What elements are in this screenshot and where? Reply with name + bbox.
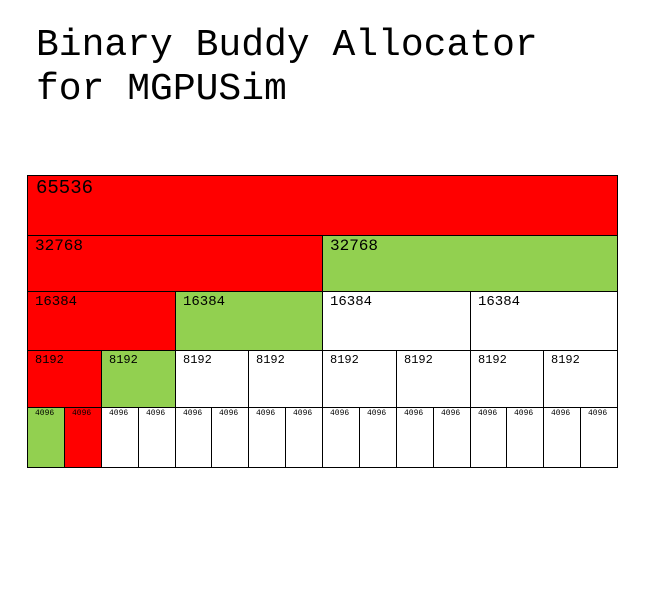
block-size-label: 8192 (183, 353, 212, 367)
block-8192-4: 8192 (249, 351, 323, 408)
block-8192-7: 8192 (471, 351, 544, 408)
block-size-label: 4096 (404, 409, 424, 418)
block-size-label: 16384 (183, 294, 226, 310)
title-line-2: for MGPUSim (36, 68, 287, 111)
block-size-label: 4096 (330, 409, 350, 418)
diagram-title: Binary Buddy Allocator for MGPUSim (36, 24, 538, 112)
block-16384-4: 16384 (471, 292, 618, 351)
block-16384-3: 16384 (323, 292, 471, 351)
block-size-label: 4096 (256, 409, 276, 418)
block-4096-2: 4096 (65, 408, 102, 468)
block-8192-8: 8192 (544, 351, 618, 408)
block-size-label: 8192 (35, 353, 64, 367)
block-size-label: 4096 (514, 409, 534, 418)
block-4096-6: 4096 (212, 408, 249, 468)
block-4096-9: 4096 (323, 408, 360, 468)
block-4096-13: 4096 (471, 408, 507, 468)
block-4096-10: 4096 (360, 408, 397, 468)
block-16384-1: 16384 (28, 292, 176, 351)
block-8192-5: 8192 (323, 351, 397, 408)
block-4096-12: 4096 (434, 408, 471, 468)
block-4096-8: 4096 (286, 408, 323, 468)
block-size-label: 4096 (72, 409, 92, 418)
buddy-block-tree: 65536 32768 32768 16384 16384 16384 16384 8192 8… (27, 175, 618, 468)
block-32768-2: 32768 (323, 236, 618, 292)
block-8192-6: 8192 (397, 351, 471, 408)
block-65536-1: 65536 (28, 176, 618, 236)
block-size-label: 8192 (109, 353, 138, 367)
block-4096-14: 4096 (507, 408, 544, 468)
block-4096-1: 4096 (28, 408, 65, 468)
block-size-label: 16384 (478, 294, 521, 310)
block-size-label: 32768 (330, 237, 379, 255)
block-size-label: 16384 (330, 294, 373, 310)
block-size-label: 32768 (35, 237, 84, 255)
block-32768-1: 32768 (28, 236, 323, 292)
block-4096-4: 4096 (139, 408, 176, 468)
block-4096-5: 4096 (176, 408, 212, 468)
block-size-label: 4096 (293, 409, 313, 418)
block-size-label: 4096 (146, 409, 166, 418)
block-size-label: 8192 (478, 353, 507, 367)
block-size-label: 4096 (441, 409, 461, 418)
block-size-label: 8192 (256, 353, 285, 367)
block-size-label: 4096 (588, 409, 608, 418)
block-size-label: 4096 (35, 409, 55, 418)
block-size-label: 8192 (551, 353, 580, 367)
block-size-label: 4096 (478, 409, 498, 418)
block-size-label: 4096 (219, 409, 239, 418)
block-4096-7: 4096 (249, 408, 286, 468)
block-size-label: 4096 (109, 409, 129, 418)
block-size-label: 16384 (35, 294, 78, 310)
block-size-label: 8192 (404, 353, 433, 367)
title-line-1: Binary Buddy Allocator (36, 24, 538, 67)
block-8192-2: 8192 (102, 351, 176, 408)
block-size-label: 4096 (367, 409, 387, 418)
block-8192-3: 8192 (176, 351, 249, 408)
block-size-label: 65536 (36, 177, 94, 199)
block-4096-11: 4096 (397, 408, 434, 468)
block-size-label: 8192 (330, 353, 359, 367)
block-4096-15: 4096 (544, 408, 581, 468)
block-8192-1: 8192 (28, 351, 102, 408)
block-4096-3: 4096 (102, 408, 139, 468)
block-16384-2: 16384 (176, 292, 323, 351)
block-size-label: 4096 (183, 409, 203, 418)
block-4096-16: 4096 (581, 408, 618, 468)
block-size-label: 4096 (551, 409, 571, 418)
